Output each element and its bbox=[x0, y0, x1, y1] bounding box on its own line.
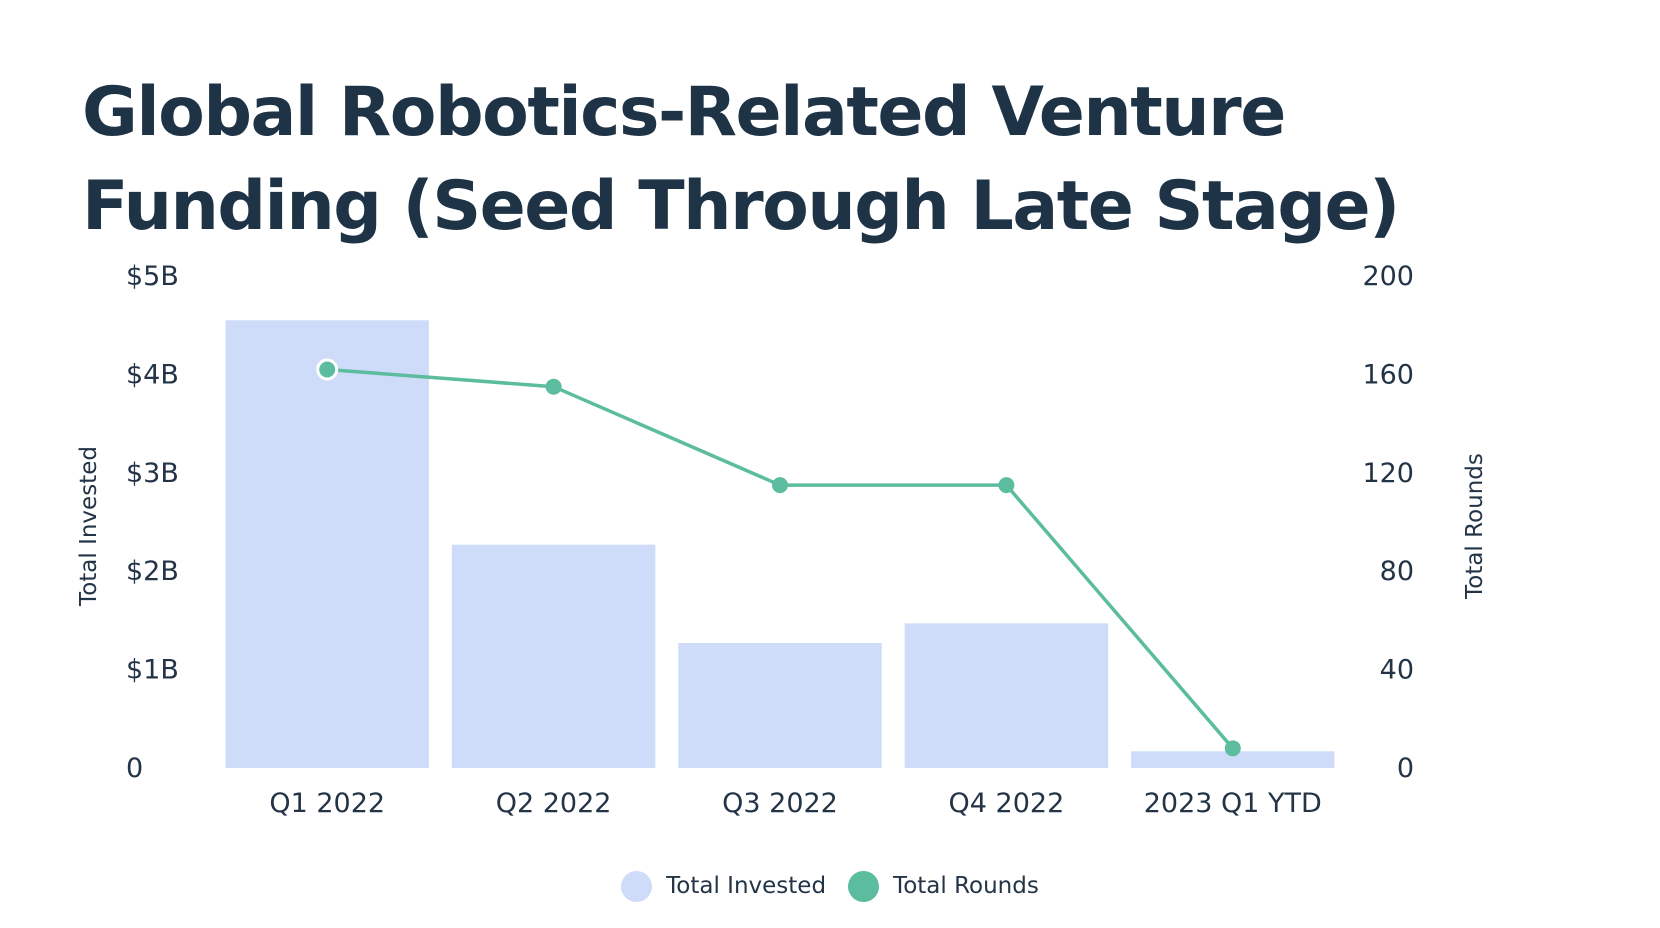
x-tick-label: Q4 2022 bbox=[949, 788, 1065, 819]
right-tick-label: 200 bbox=[1362, 261, 1414, 292]
bar-2023-q1-ytd[interactable] bbox=[1131, 751, 1335, 768]
x-tick-label: 2023 Q1 YTD bbox=[1144, 788, 1322, 819]
legend-swatch-total-rounds bbox=[848, 870, 880, 902]
left-tick-label: 0 bbox=[126, 753, 143, 784]
bar-q2-2022[interactable] bbox=[451, 544, 656, 768]
line-layer bbox=[316, 358, 1241, 757]
legend-item-total-invested[interactable]: Total Invested bbox=[621, 870, 827, 902]
right-tick-label: 40 bbox=[1380, 655, 1414, 686]
chart-legend: Total Invested Total Rounds bbox=[0, 866, 1660, 906]
legend-item-total-rounds[interactable]: Total Rounds bbox=[848, 870, 1039, 902]
left-tick-label: $4B bbox=[126, 359, 179, 390]
bar-q1-2022[interactable] bbox=[225, 320, 429, 768]
right-tick-label: 160 bbox=[1362, 359, 1414, 390]
right-tick-label: 120 bbox=[1362, 458, 1414, 489]
bar-q3-2022[interactable] bbox=[678, 643, 882, 768]
right-axis-ticks: 0 40 80 120 160 200 bbox=[1362, 261, 1414, 784]
legend-label-total-invested: Total Invested bbox=[666, 873, 827, 899]
x-axis-ticks: Q1 2022 Q2 2022 Q3 2022 Q4 2022 2023 Q1 YTD bbox=[269, 788, 1322, 819]
left-axis-ticks: 0 $1B $2B $3B $4B $5B bbox=[126, 261, 179, 784]
legend-swatch-total-invested bbox=[621, 870, 653, 902]
rounds-point-q2-2022[interactable] bbox=[545, 378, 562, 395]
x-tick-label: Q3 2022 bbox=[722, 788, 838, 819]
left-tick-label: $1B bbox=[126, 655, 179, 686]
legend-label-total-rounds: Total Rounds bbox=[893, 873, 1039, 899]
rounds-point-q1-2022[interactable] bbox=[316, 358, 339, 381]
bar-q4-2022[interactable] bbox=[904, 623, 1109, 768]
right-tick-label: 0 bbox=[1397, 753, 1414, 784]
chart-title: Global Robotics-Related Venture Funding … bbox=[82, 73, 1400, 246]
right-tick-label: 80 bbox=[1380, 556, 1414, 587]
rounds-point-q3-2022[interactable] bbox=[772, 477, 788, 494]
right-axis-label: Total Rounds bbox=[1462, 453, 1488, 600]
left-tick-label: $2B bbox=[126, 556, 179, 587]
x-tick-label: Q2 2022 bbox=[496, 788, 612, 819]
rounds-point-2023-q1-ytd[interactable] bbox=[1224, 740, 1241, 757]
bars-layer bbox=[225, 320, 1335, 768]
left-tick-label: $3B bbox=[126, 458, 179, 489]
rounds-point-q4-2022[interactable] bbox=[998, 477, 1015, 494]
left-tick-label: $5B bbox=[126, 261, 179, 292]
left-axis-label: Total Invested bbox=[76, 446, 102, 607]
x-tick-label: Q1 2022 bbox=[269, 788, 385, 819]
